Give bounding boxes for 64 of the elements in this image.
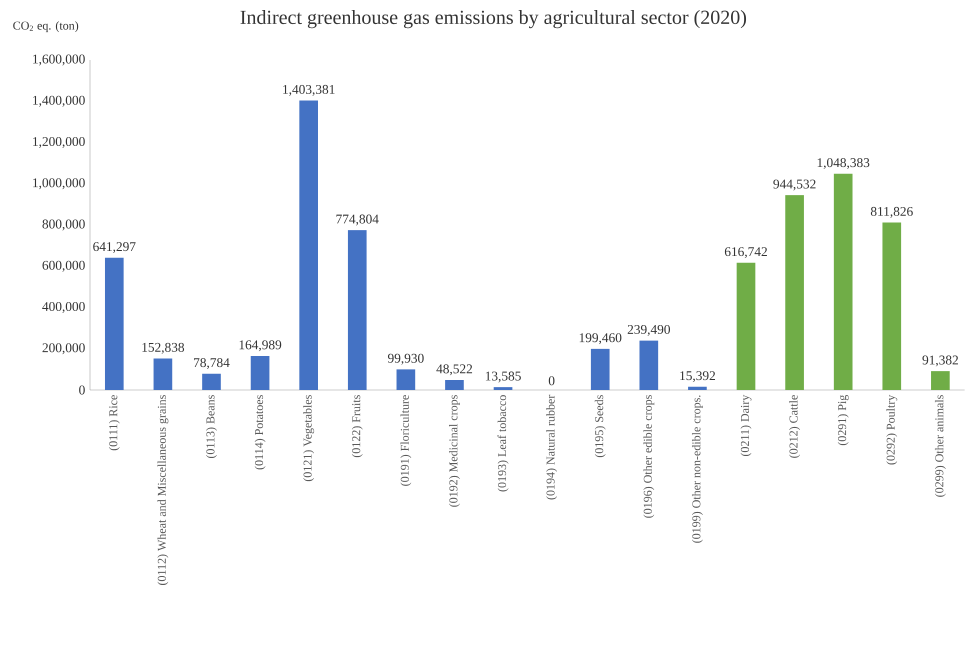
bar: [639, 340, 658, 390]
bar: [736, 262, 756, 390]
data-label: 1,048,383: [818, 158, 870, 170]
bar: [445, 380, 464, 390]
x-tick-label: (0114) Potatoes: [254, 395, 266, 470]
bar: [299, 100, 318, 390]
bar: [834, 174, 853, 390]
data-label: 13,585: [486, 372, 521, 382]
chart-title: Indirect greenhouse gas emissions by agricultural sector (2020): [240, 10, 746, 28]
y-tick-label: 800,000: [42, 220, 85, 230]
x-tick-label: (0122) Fruits: [352, 395, 363, 458]
y-tick-label: 1,400,000: [33, 96, 85, 107]
x-tick-label: (0192) Medicinal crops: [449, 395, 460, 507]
bar: [688, 386, 707, 390]
data-label: 152,838: [142, 342, 184, 354]
data-label: 944,532: [773, 180, 816, 190]
x-tick-label: (0194) Natural rubber: [546, 394, 558, 500]
bar: [882, 222, 902, 390]
data-label: 774,804: [336, 214, 379, 226]
data-label: 99,930: [388, 354, 424, 365]
data-label: 811,826: [870, 206, 913, 218]
bar: [931, 371, 950, 390]
x-tick-label: (0195) Seeds: [594, 395, 606, 458]
y-tick-label: 1,600,000: [33, 54, 85, 66]
data-label: 0: [548, 376, 554, 386]
bar: [202, 374, 221, 390]
data-label: 48,522: [436, 364, 472, 376]
x-tick-label: (0113) Beans: [206, 395, 217, 458]
bar: [154, 358, 172, 390]
x-tick-label: (0291) Pig: [838, 394, 849, 446]
y-tick-label: 600,000: [42, 260, 85, 272]
bar: [396, 369, 416, 390]
x-tick-label: (0292) Poultry: [886, 394, 898, 465]
y-tick-label: 1,000,000: [33, 178, 85, 190]
data-label: 91,382: [922, 356, 958, 366]
data-label: 1,403,381: [283, 84, 335, 96]
x-tick-label: (0111) Rice: [108, 395, 120, 450]
bar: [250, 356, 270, 390]
y-tick-label: 0: [79, 385, 85, 394]
data-label: 199,460: [580, 333, 622, 344]
x-tick-label: (0121) Vegetables: [303, 395, 314, 482]
bar: [494, 387, 512, 390]
x-tick-label: (0112) Wheat and Miscellaneous grains: [157, 395, 168, 585]
data-label: 164,989: [240, 340, 282, 352]
x-tick-label: (0193) Leaf tobacco: [498, 395, 509, 492]
data-label: 641,297: [93, 242, 136, 254]
x-tick-label: (0211) Dairy: [740, 394, 752, 456]
bar: [348, 230, 367, 390]
data-label: 616,742: [724, 247, 767, 258]
bar: [590, 348, 610, 390]
y-tick-label: 400,000: [42, 302, 85, 313]
y-axis-title: CO$_{2}$ eq. (ton): [13, 21, 78, 32]
bar: [785, 195, 804, 390]
x-tick-label: (0299) Other animals: [934, 395, 946, 497]
data-label: 78,784: [194, 358, 230, 370]
data-label: 15,392: [680, 371, 716, 382]
x-tick-label: (0199) Other non-edible crops.: [692, 395, 703, 543]
x-tick-label: (0191) Floriculture: [400, 395, 412, 486]
x-tick-label: (0196) Other edible crops: [643, 395, 654, 518]
data-label: 239,490: [628, 324, 670, 336]
y-tick-label: 1,200,000: [33, 137, 85, 148]
bar: [104, 258, 124, 390]
x-tick-label: (0212) Cattle: [789, 395, 800, 458]
y-tick-label: 200,000: [42, 343, 85, 354]
